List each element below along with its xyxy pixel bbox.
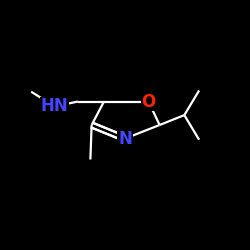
Text: O: O xyxy=(141,92,156,110)
Text: N: N xyxy=(118,130,132,148)
Text: HN: HN xyxy=(41,98,68,116)
